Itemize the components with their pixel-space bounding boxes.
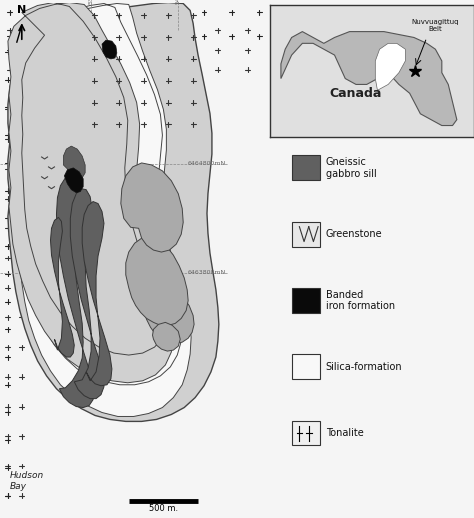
Text: Hudson
Bay: Hudson Bay	[10, 471, 44, 491]
Polygon shape	[56, 175, 94, 408]
Polygon shape	[8, 3, 219, 422]
Text: Silica-formation: Silica-formation	[326, 362, 402, 372]
Text: 540600mE: 540600mE	[176, 0, 181, 5]
Text: 500 m.: 500 m.	[149, 503, 178, 513]
Bar	[292, 421, 320, 445]
Text: Nuvvuagittuq
Belt: Nuvvuagittuq Belt	[411, 19, 459, 32]
Text: Gneissic
gabbro sill: Gneissic gabbro sill	[326, 157, 376, 179]
Polygon shape	[70, 189, 104, 399]
Polygon shape	[102, 40, 117, 59]
Text: Gabbro &
ultramafic sill: Gabbro & ultramafic sill	[326, 91, 392, 112]
Text: N: N	[17, 5, 27, 16]
Polygon shape	[153, 322, 180, 351]
Text: Canada: Canada	[330, 87, 382, 100]
Polygon shape	[82, 202, 112, 386]
Polygon shape	[64, 146, 85, 180]
Polygon shape	[51, 218, 74, 357]
Bar	[292, 89, 320, 114]
Polygon shape	[64, 168, 83, 193]
Text: Greenstone: Greenstone	[326, 229, 382, 239]
Bar	[292, 23, 320, 48]
Text: Banded
iron formation: Banded iron formation	[326, 290, 395, 311]
Bar	[292, 354, 320, 379]
Polygon shape	[126, 237, 188, 325]
Text: 539600mE: 539600mE	[89, 0, 93, 5]
Polygon shape	[144, 284, 194, 343]
Bar	[292, 222, 320, 247]
Polygon shape	[14, 4, 191, 416]
Polygon shape	[281, 32, 457, 125]
Polygon shape	[375, 44, 405, 90]
Text: 6463800mN: 6463800mN	[188, 270, 226, 276]
Bar	[292, 288, 320, 313]
Polygon shape	[121, 163, 183, 252]
Text: Tonalite: Tonalite	[326, 428, 364, 438]
Polygon shape	[8, 3, 173, 383]
Text: 6464800mN: 6464800mN	[188, 162, 226, 166]
Text: Faux-amphibolite: Faux-amphibolite	[326, 30, 410, 40]
Bar	[292, 155, 320, 180]
